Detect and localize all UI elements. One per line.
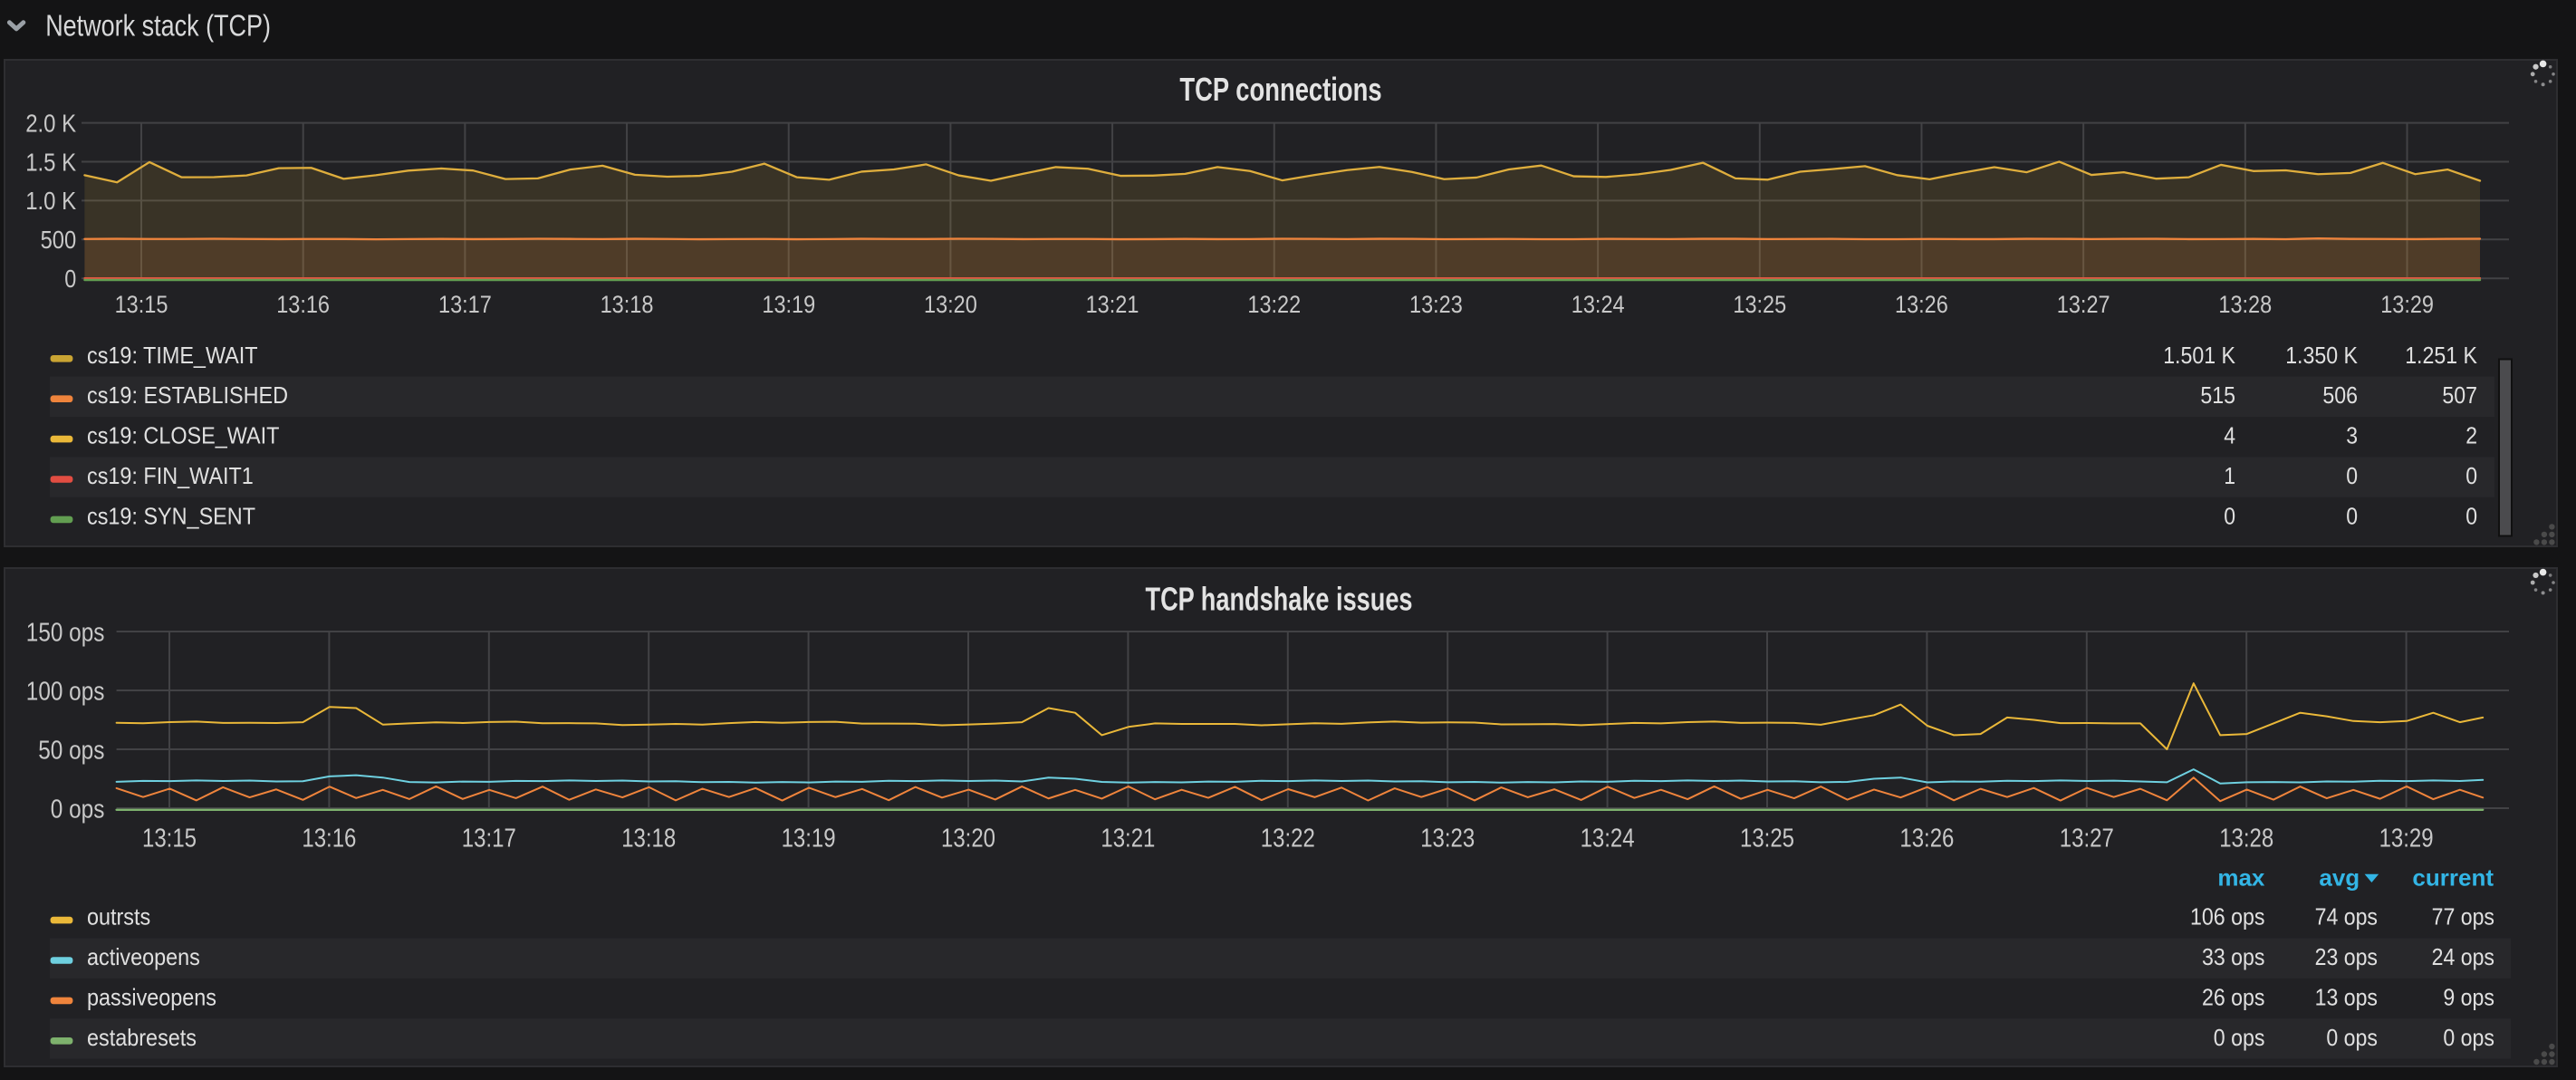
svg-text:13:26: 13:26 <box>1899 824 1954 853</box>
svg-text:106 ops: 106 ops <box>2190 903 2264 931</box>
svg-text:13:27: 13:27 <box>2060 824 2114 853</box>
svg-text:0 ops: 0 ops <box>2443 1024 2494 1051</box>
svg-text:507: 507 <box>2442 381 2477 409</box>
svg-text:13:18: 13:18 <box>601 291 654 318</box>
svg-text:1.0 K: 1.0 K <box>25 187 76 215</box>
svg-text:0 ops: 0 ops <box>2326 1024 2378 1051</box>
svg-text:13:17: 13:17 <box>462 824 516 853</box>
svg-text:cs19: FIN_WAIT1: cs19: FIN_WAIT1 <box>87 462 254 489</box>
svg-text:13:28: 13:28 <box>2218 291 2272 318</box>
svg-text:13:22: 13:22 <box>1247 291 1301 318</box>
svg-text:13:15: 13:15 <box>115 291 168 318</box>
svg-text:13:23: 13:23 <box>1420 824 1475 853</box>
svg-text:13:22: 13:22 <box>1261 824 1315 853</box>
svg-text:0: 0 <box>2224 502 2235 529</box>
svg-text:current: current <box>2412 864 2494 892</box>
svg-text:cs19: CLOSE_WAIT: cs19: CLOSE_WAIT <box>87 422 280 449</box>
svg-text:cs19: SYN_SENT: cs19: SYN_SENT <box>87 502 255 529</box>
svg-text:2: 2 <box>2465 422 2477 449</box>
svg-text:max: max <box>2217 864 2265 892</box>
svg-text:3: 3 <box>2346 422 2358 449</box>
svg-text:13:29: 13:29 <box>2379 824 2434 853</box>
svg-text:9 ops: 9 ops <box>2443 983 2494 1010</box>
svg-text:506: 506 <box>2322 381 2358 409</box>
svg-text:passiveopens: passiveopens <box>87 983 216 1010</box>
svg-text:0 ops: 0 ops <box>51 795 105 824</box>
svg-text:13:18: 13:18 <box>621 824 676 853</box>
svg-text:13:25: 13:25 <box>1733 291 1786 318</box>
svg-text:23 ops: 23 ops <box>2315 943 2378 970</box>
svg-text:13:24: 13:24 <box>1581 824 1635 853</box>
svg-text:Network stack (TCP): Network stack (TCP) <box>45 9 271 43</box>
svg-text:13:24: 13:24 <box>1572 291 1625 318</box>
svg-text:13:27: 13:27 <box>2057 291 2110 318</box>
svg-text:0 ops: 0 ops <box>2214 1024 2265 1051</box>
svg-text:515: 515 <box>2200 381 2235 409</box>
svg-text:13:25: 13:25 <box>1740 824 1794 853</box>
svg-text:13:21: 13:21 <box>1101 824 1155 853</box>
svg-text:1.5 K: 1.5 K <box>25 148 76 176</box>
svg-text:13:17: 13:17 <box>438 291 492 318</box>
svg-text:TCP connections: TCP connections <box>1179 71 1381 108</box>
svg-text:13:21: 13:21 <box>1086 291 1139 318</box>
svg-text:13:19: 13:19 <box>782 824 836 853</box>
svg-text:1.350 K: 1.350 K <box>2285 342 2358 369</box>
svg-text:0: 0 <box>2346 462 2358 489</box>
svg-text:cs19: ESTABLISHED: cs19: ESTABLISHED <box>87 381 288 409</box>
svg-text:TCP handshake issues: TCP handshake issues <box>1146 580 1413 617</box>
svg-text:2.0 K: 2.0 K <box>25 109 76 137</box>
svg-text:estabresets: estabresets <box>87 1024 197 1051</box>
svg-text:150 ops: 150 ops <box>26 618 105 647</box>
svg-text:1.501 K: 1.501 K <box>2163 342 2235 369</box>
svg-text:13:28: 13:28 <box>2219 824 2273 853</box>
svg-text:activeopens: activeopens <box>87 943 200 970</box>
svg-text:0: 0 <box>64 265 76 293</box>
svg-text:13:19: 13:19 <box>762 291 815 318</box>
svg-text:0: 0 <box>2465 462 2477 489</box>
svg-text:74 ops: 74 ops <box>2315 903 2378 931</box>
svg-text:77 ops: 77 ops <box>2432 903 2494 931</box>
svg-text:4: 4 <box>2224 422 2235 449</box>
svg-text:13:20: 13:20 <box>941 824 995 853</box>
svg-text:13 ops: 13 ops <box>2315 983 2378 1010</box>
svg-text:24 ops: 24 ops <box>2432 943 2494 970</box>
svg-text:13:16: 13:16 <box>302 824 356 853</box>
svg-text:500: 500 <box>41 226 77 254</box>
svg-text:26 ops: 26 ops <box>2202 983 2264 1010</box>
svg-text:13:23: 13:23 <box>1409 291 1463 318</box>
svg-text:100 ops: 100 ops <box>26 677 105 706</box>
svg-text:33 ops: 33 ops <box>2202 943 2264 970</box>
svg-text:13:16: 13:16 <box>276 291 330 318</box>
svg-text:0: 0 <box>2465 502 2477 529</box>
svg-text:cs19: TIME_WAIT: cs19: TIME_WAIT <box>87 342 258 369</box>
svg-text:outrsts: outrsts <box>87 903 150 931</box>
svg-text:1.251 K: 1.251 K <box>2405 342 2477 369</box>
svg-text:13:29: 13:29 <box>2380 291 2434 318</box>
svg-text:13:26: 13:26 <box>1895 291 1948 318</box>
svg-text:1: 1 <box>2224 462 2235 489</box>
svg-text:13:20: 13:20 <box>924 291 977 318</box>
svg-text:50 ops: 50 ops <box>38 736 104 765</box>
svg-text:13:15: 13:15 <box>142 824 197 853</box>
svg-text:0: 0 <box>2346 502 2358 529</box>
svg-text:avg: avg <box>2319 864 2360 892</box>
